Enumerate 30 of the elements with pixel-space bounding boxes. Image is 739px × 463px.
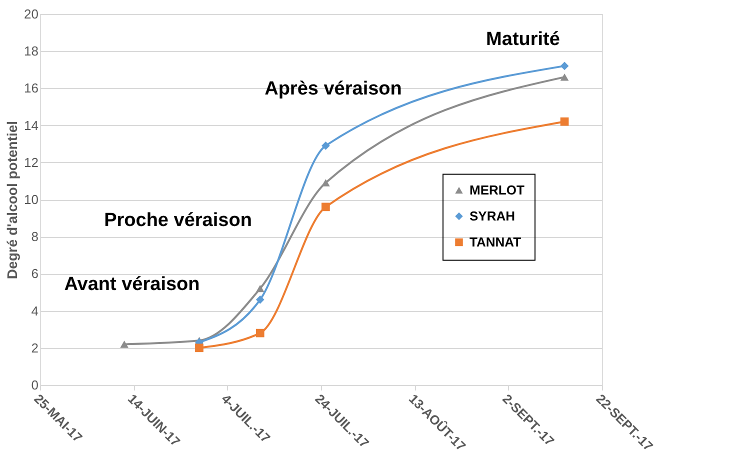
y-tick-label: 16 [24,80,38,96]
point [195,344,204,352]
legend-label: TANNAT [470,234,522,250]
y-tick-label: 8 [31,229,38,244]
annotation: Proche véraison [104,210,252,231]
y-tick-label: 6 [31,266,38,282]
point [322,142,330,150]
y-tick-label: 20 [24,6,38,22]
y-axis-title: Degré d'alcool potentiel [4,120,20,280]
y-tick-label: 18 [24,44,38,59]
point [322,179,330,186]
point [256,284,264,292]
point [560,73,569,81]
y-tick-label: 4 [31,303,38,318]
y-tick-label: 12 [24,154,38,170]
y-tick-label: 0 [31,378,38,392]
point [120,340,128,348]
point [256,295,264,304]
y-tick-label: 10 [24,192,38,207]
point [256,328,264,338]
annotation: Maturité [486,28,560,50]
legend-label: SYRAH [470,208,516,224]
y-tick-label: 14 [24,118,38,133]
point [560,62,569,70]
annotation: Avant véraison [64,274,200,295]
annotation: Après véraison [264,78,402,100]
y-tick-label: 2 [31,340,38,356]
point [560,117,569,126]
legend-label: MERLOT [470,182,524,198]
point [322,202,330,212]
